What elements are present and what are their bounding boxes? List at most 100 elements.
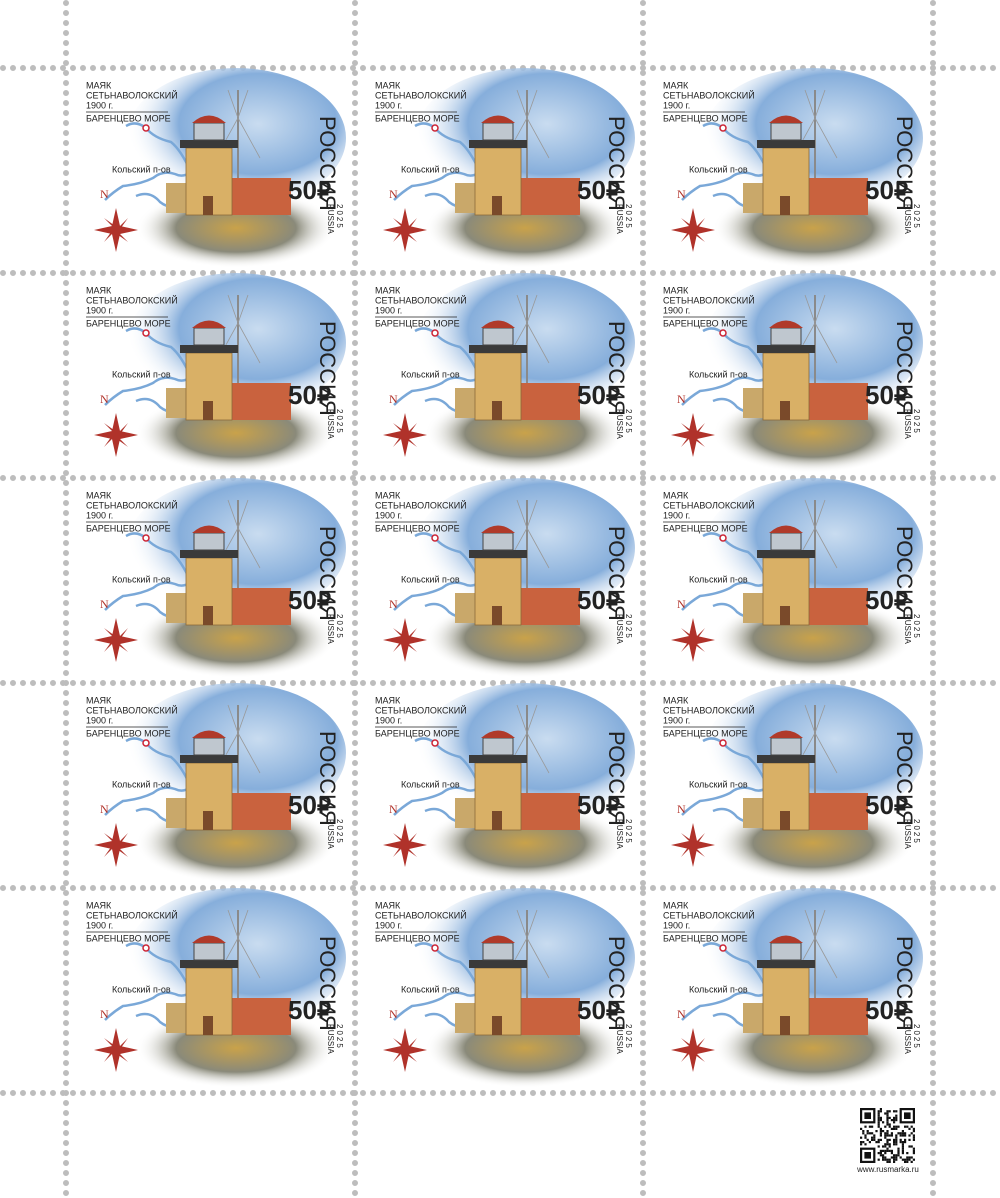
gallery <box>180 550 238 558</box>
stamp-currency: ₽ <box>894 383 908 408</box>
qr-module <box>864 1134 867 1137</box>
qr-module <box>877 1145 880 1148</box>
compass-n: N <box>677 597 686 611</box>
qr-module <box>882 1121 885 1124</box>
qr-module <box>888 1149 891 1152</box>
stamp-year-built: 1900 г. <box>86 305 113 315</box>
stamp-sea: БАРЕНЦЕВО МОРЕ <box>375 523 460 533</box>
lantern <box>482 737 514 756</box>
qr-module <box>886 1119 889 1122</box>
qr-finder <box>904 1112 911 1119</box>
stamp-sea: БАРЕНЦЕВО МОРЕ <box>375 933 460 943</box>
gallery <box>469 960 527 968</box>
qr-module <box>871 1132 874 1135</box>
stamp-year-built: 1900 г. <box>375 920 402 930</box>
stamp-denomination: 50 <box>288 585 317 615</box>
qr-module <box>864 1136 867 1139</box>
qr-module <box>877 1112 880 1115</box>
stamp-country: РОССИЯ <box>604 936 629 1031</box>
qr-module <box>901 1152 904 1155</box>
compass-n: N <box>100 392 109 406</box>
lantern-roof <box>769 730 803 738</box>
qr-module <box>904 1134 907 1137</box>
stamp-country-latin: RUSSIA <box>903 409 912 439</box>
qr-module <box>908 1134 911 1137</box>
qr-module <box>888 1125 891 1128</box>
map-marker <box>719 739 727 747</box>
qr-module <box>897 1152 900 1155</box>
house <box>803 793 868 830</box>
lantern-roof <box>769 525 803 533</box>
stamp-year-built: 1900 г. <box>663 100 690 110</box>
stamp-country: РОССИЯ <box>315 116 340 211</box>
stamp-title: СЕТЬНАВОЛОКСКИЙ <box>663 909 755 920</box>
qr-module <box>873 1136 876 1139</box>
qr-module <box>895 1138 898 1141</box>
qr-module <box>888 1134 891 1137</box>
qr-module <box>884 1134 887 1137</box>
stamp-year-built: 1900 г. <box>86 920 113 930</box>
gallery <box>469 345 527 353</box>
gallery <box>180 755 238 763</box>
qr-module <box>910 1132 913 1135</box>
sky <box>703 273 923 413</box>
lantern <box>193 942 225 961</box>
tower-door <box>780 606 790 625</box>
compass-n: N <box>389 597 398 611</box>
stamp-year-built: 1900 г. <box>663 510 690 520</box>
qr-module <box>871 1125 874 1128</box>
stamp-currency: ₽ <box>317 178 331 203</box>
stamp-year-built: 1900 г. <box>375 305 402 315</box>
qr-module <box>866 1132 869 1135</box>
qr-finder <box>864 1112 871 1119</box>
stamp-country: РОССИЯ <box>604 731 629 826</box>
stamp-year-built: 1900 г. <box>375 510 402 520</box>
house <box>226 588 291 625</box>
stamp-title: СЕТЬНАВОЛОКСКИЙ <box>86 89 178 100</box>
stamp-issue-year: 2025 <box>335 1024 344 1050</box>
qr-module <box>866 1138 869 1141</box>
map-marker <box>431 329 439 337</box>
stamp-year-built: 1900 г. <box>86 510 113 520</box>
stamp-currency: ₽ <box>606 383 620 408</box>
stamp-country: РОССИЯ <box>892 116 917 211</box>
qr-module <box>893 1143 896 1146</box>
qr-module <box>871 1138 874 1141</box>
stamp-peninsula: Кольский п-ов <box>689 779 748 789</box>
house <box>226 998 291 1035</box>
stamp-title: МАЯК <box>375 80 401 90</box>
qr-module <box>884 1149 887 1152</box>
gallery <box>757 960 815 968</box>
stamp-title: МАЯК <box>663 900 689 910</box>
qr-module <box>877 1138 880 1141</box>
tower-door <box>203 401 213 420</box>
stamp-country-latin: RUSSIA <box>615 409 624 439</box>
compass-n: N <box>677 187 686 201</box>
stamp-title: СЕТЬНАВОЛОКСКИЙ <box>86 294 178 305</box>
qr-module <box>893 1141 896 1144</box>
qr-module <box>895 1125 898 1128</box>
house <box>515 383 580 420</box>
qr-module <box>912 1158 915 1161</box>
sky <box>126 273 346 413</box>
gallery <box>469 550 527 558</box>
qr-module <box>901 1134 904 1137</box>
sky <box>703 888 923 1028</box>
stamp-issue-year: 2025 <box>624 409 633 435</box>
qr-module <box>888 1143 891 1146</box>
stamp-denomination: 50 <box>288 175 317 205</box>
map-marker <box>142 329 150 337</box>
qr-module <box>886 1110 889 1113</box>
tower-door <box>492 606 502 625</box>
gallery <box>180 345 238 353</box>
qr-module <box>901 1158 904 1161</box>
qr-module <box>886 1147 889 1150</box>
house <box>515 588 580 625</box>
qr-module <box>860 1141 863 1144</box>
stamp-sea: БАРЕНЦЕВО МОРЕ <box>663 933 748 943</box>
stamp-year-built: 1900 г. <box>663 305 690 315</box>
